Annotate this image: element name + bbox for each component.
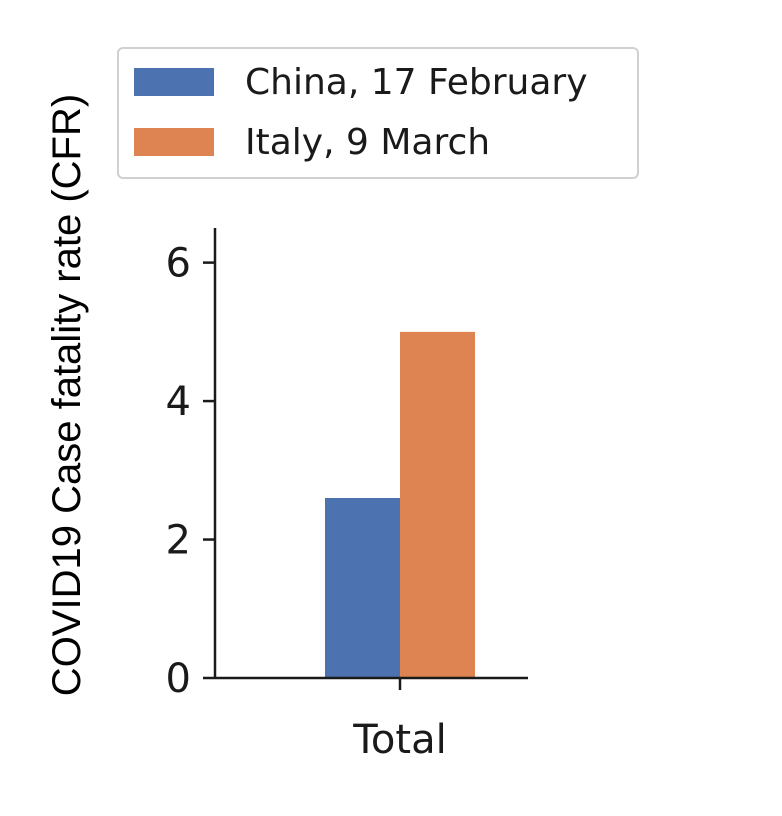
y-ticks: 0 2 4 6 [166,241,215,702]
axes [213,228,528,680]
bar-italy [400,331,475,678]
bars-group [325,331,475,678]
y-axis-label: COVID19 Case fatality rate (CFR) [45,94,89,696]
y-tick-label: 6 [166,241,191,287]
y-tick-label: 0 [166,656,191,702]
legend-label: Italy, 9 March [245,122,490,163]
x-tick-label: Total [352,717,446,763]
legend-label: China, 17 February [245,62,588,103]
legend-swatch [134,128,214,156]
legend: China, 17 February Italy, 9 March [117,47,639,179]
x-ticks: Total [352,678,447,763]
legend-frame [117,47,639,179]
y-tick-label: 4 [166,379,191,425]
legend-swatch [134,68,214,96]
bar-china [325,498,400,678]
y-tick-label: 2 [166,518,191,564]
